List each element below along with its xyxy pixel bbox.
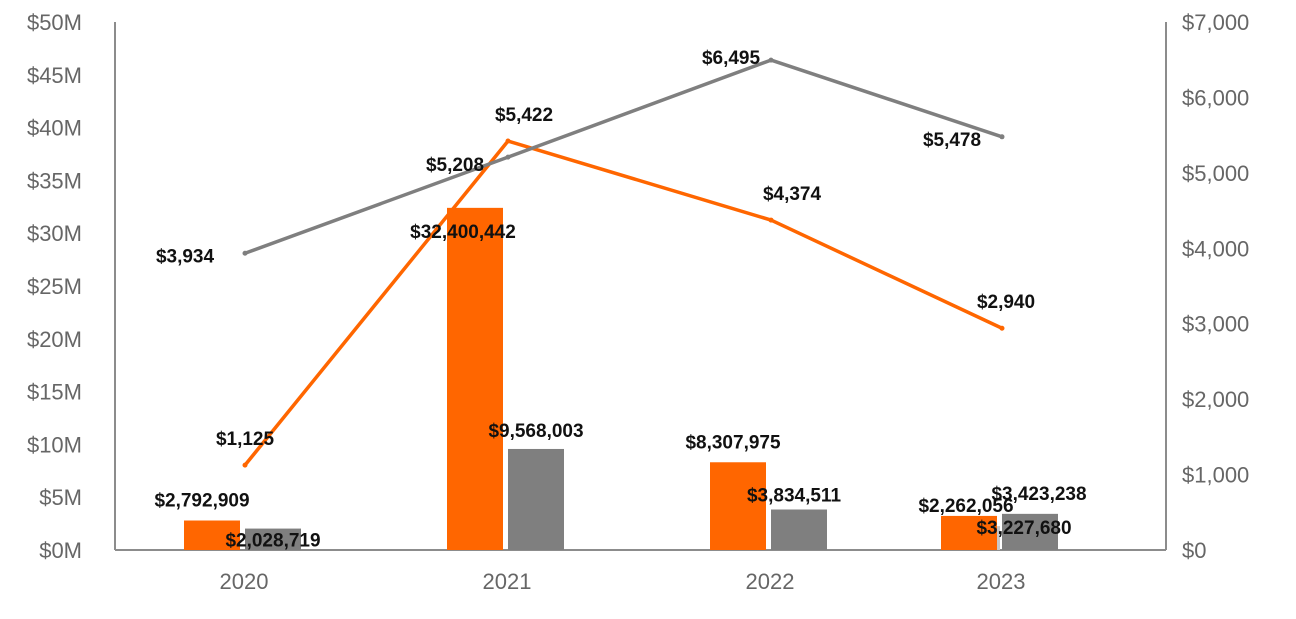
bar-data-label: $3,423,238 (991, 484, 1086, 505)
left-axis-tick-label: $25M (27, 274, 82, 299)
left-axis-tick-label: $15M (27, 380, 82, 405)
bar-data-label: $3,834,511 (747, 486, 841, 507)
left-axis-tick-label: $20M (27, 327, 82, 352)
bar-gray-bars-2022 (771, 509, 827, 550)
bar-data-label: $2,262,056 (918, 496, 1013, 517)
right-axis-tick-label: $6,000 (1182, 85, 1249, 110)
bar-gray-bars-2021 (508, 448, 564, 550)
bar-data-label: $9,568,003 (488, 421, 583, 442)
line-data-label: $2,940 (977, 292, 1035, 313)
right-axis-tick-label: $1,000 (1182, 463, 1249, 488)
x-axis-tick-label: 2022 (746, 569, 795, 594)
line-data-label: $3,934 (156, 246, 215, 267)
bars-layer (184, 207, 1058, 551)
left-axis-tick-label: $45M (27, 63, 82, 88)
line-point (999, 325, 1005, 331)
bar-orange-bars-2020 (184, 520, 240, 550)
data-labels-layer: $2,262,056 $2,792,909 $32,400,442 $8,307,97… (154, 48, 1086, 551)
left-axis-tick-label: $0M (39, 538, 82, 563)
x-axis-tick-label: 2021 (483, 569, 532, 594)
left-axis-tick-label: $50M (27, 10, 82, 35)
line-gray-line (244, 58, 1003, 255)
line-data-label: $1,125 (216, 429, 275, 450)
bar-orange-bars-2023 (941, 515, 997, 550)
bar-data-label: $8,307,975 (685, 432, 781, 453)
line-data-label: $5,478 (923, 130, 981, 151)
line-data-label: $5,208 (426, 155, 484, 176)
left-axis-tick-label: $40M (27, 116, 82, 141)
right-axis-tick-label: $0 (1182, 538, 1206, 563)
bar-data-label: $2,028,719 (225, 531, 320, 552)
line-point (999, 134, 1005, 140)
bar-data-label: $3,227,680 (976, 518, 1071, 539)
right-axis-tick-label: $4,000 (1182, 236, 1249, 261)
axes-layer: $0M $5M $10M $15M $20M $25M $30M $35M $40M $45M $5… (27, 10, 1249, 594)
line-point (505, 154, 511, 160)
line-point (242, 462, 248, 468)
right-axis-tick-label: $5,000 (1182, 161, 1249, 186)
line-point (768, 57, 774, 63)
left-axis-tick-label: $35M (27, 168, 82, 193)
line-data-label: $6,495 (702, 48, 761, 69)
x-axis-tick-label: 2020 (220, 569, 269, 594)
bar-gray-bars-2020 (245, 528, 301, 550)
bar-orange-bars-2022 (710, 462, 766, 550)
bar-data-label: $32,400,442 (410, 222, 516, 243)
left-axis-tick-label: $30M (27, 221, 82, 246)
right-axis-tick-label: $7,000 (1182, 10, 1249, 35)
bar-gray-bars-2023 (1002, 513, 1058, 550)
lines-layer (242, 57, 1005, 468)
line-point (242, 250, 248, 256)
right-axis-tick-label: $2,000 (1182, 387, 1249, 412)
line-orange-line (243, 139, 1003, 467)
x-axis-tick-label: 2023 (977, 569, 1026, 594)
left-axis-tick-label: $10M (27, 432, 82, 457)
line-data-label: $4,374 (763, 184, 822, 205)
bar-orange-bars-2021 (447, 207, 503, 551)
line-data-label: $5,422 (495, 105, 553, 126)
bar-data-label: $2,792,909 (154, 491, 249, 512)
right-axis-tick-label: $3,000 (1182, 312, 1249, 337)
line-point (505, 138, 511, 144)
left-axis-tick-label: $5M (39, 485, 82, 510)
line-point (768, 217, 774, 223)
